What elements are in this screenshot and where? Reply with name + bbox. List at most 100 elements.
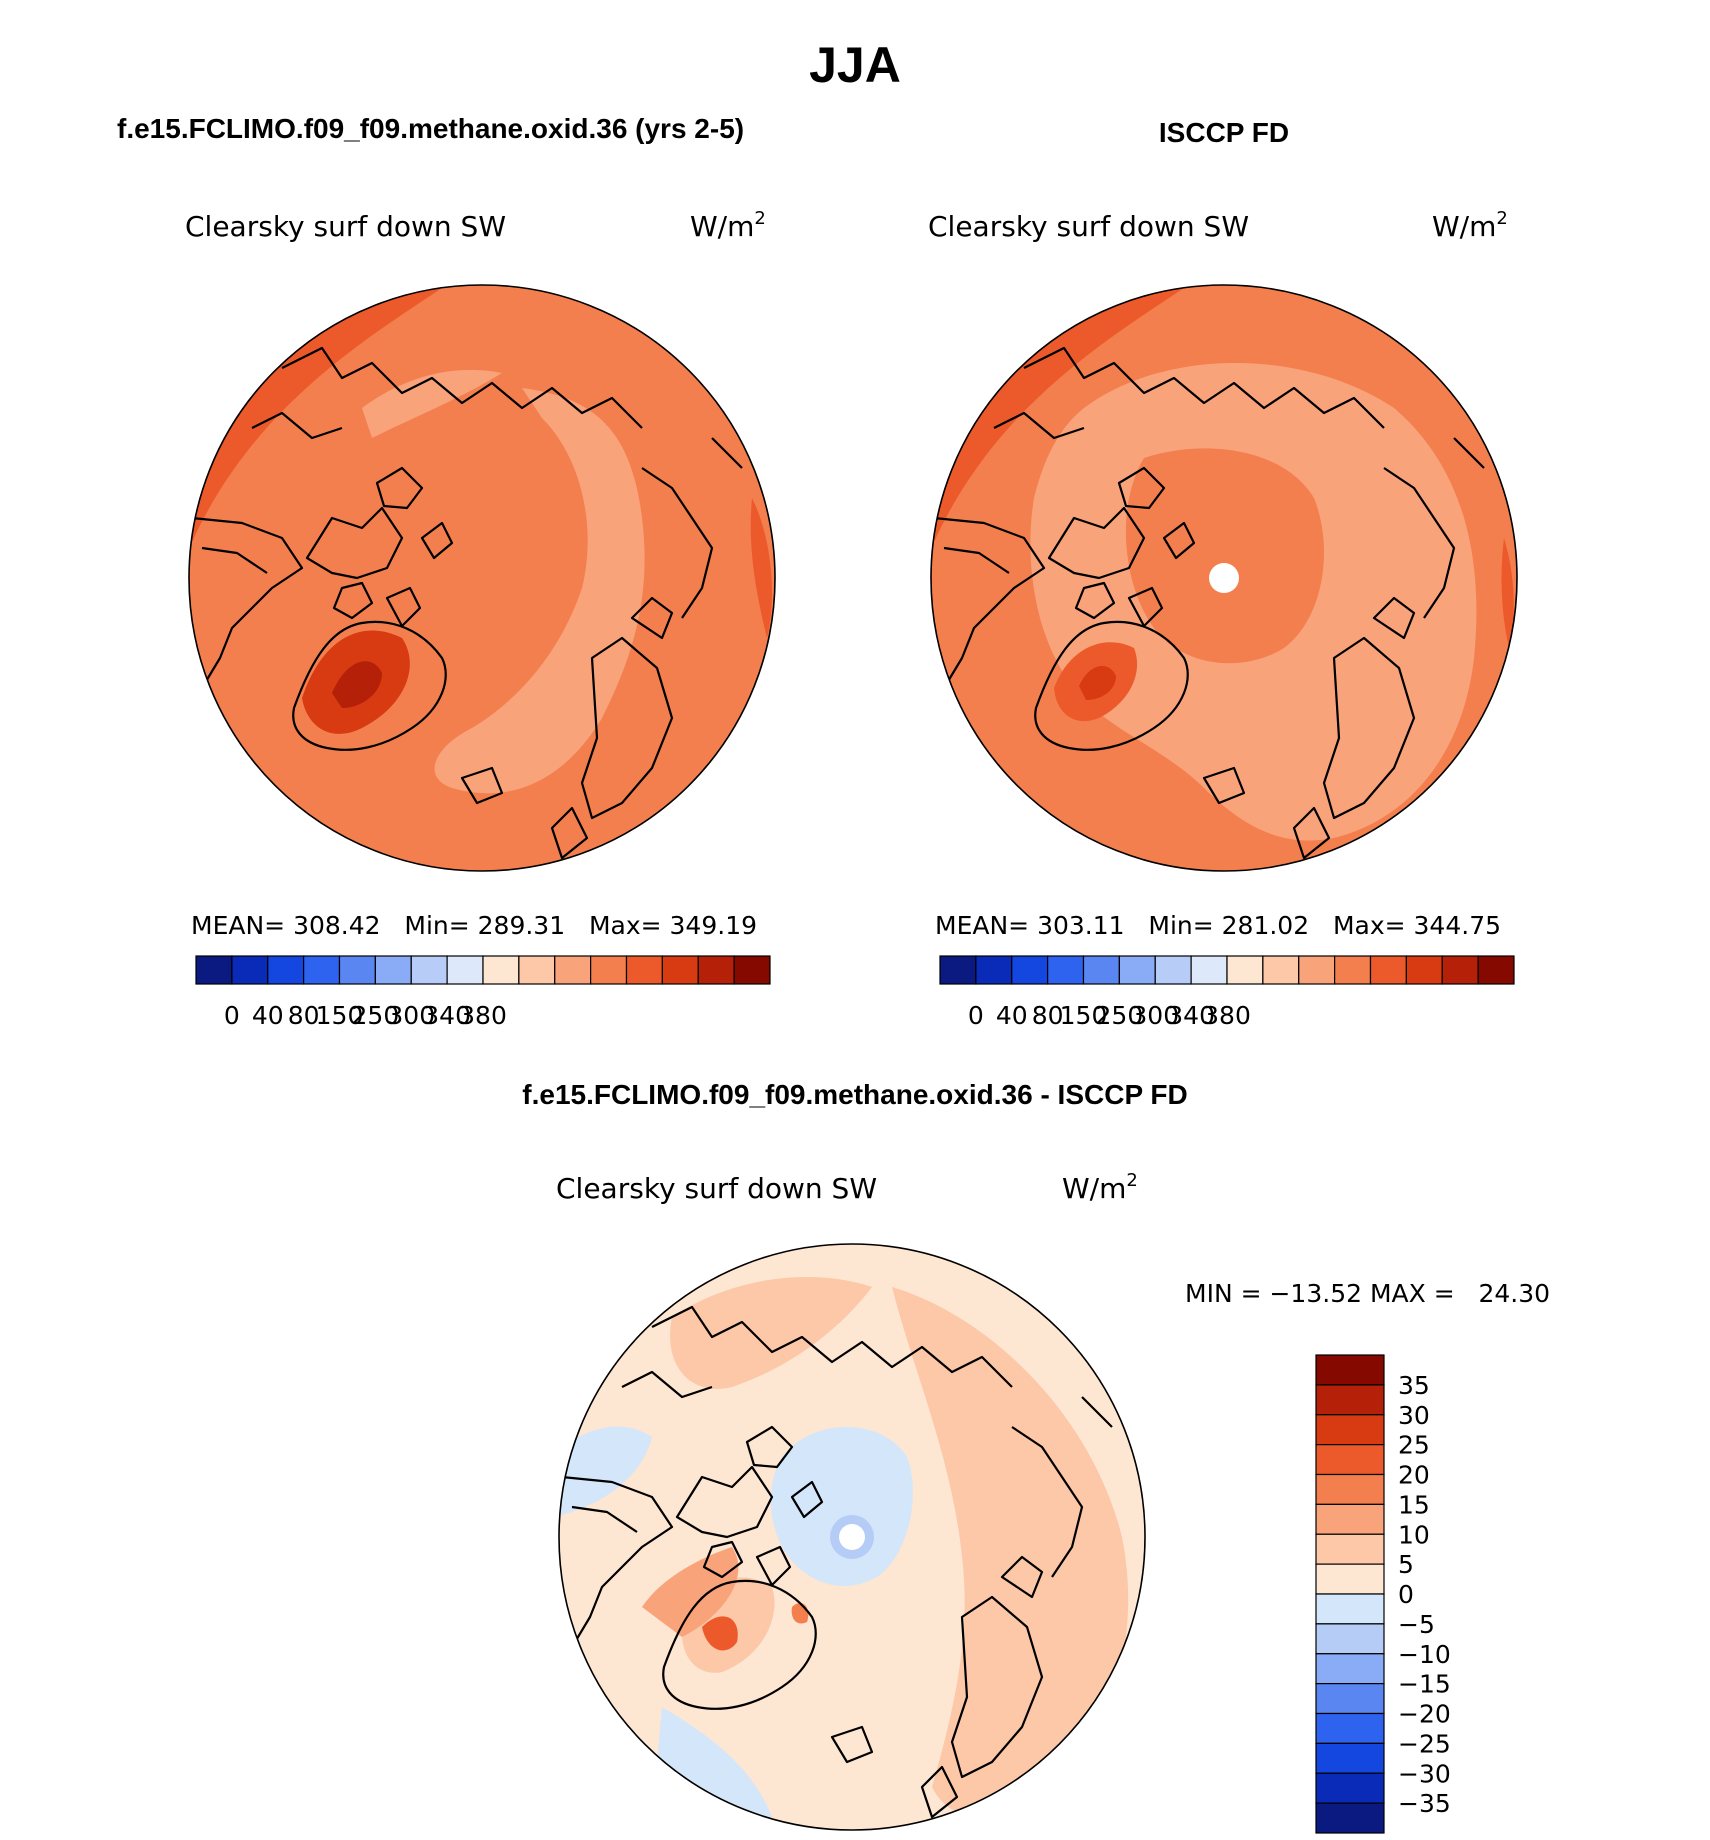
map-model: [188, 284, 776, 872]
colorbar-tick-label: 300: [387, 1001, 435, 1030]
colorbar-tick-label: −20: [1398, 1700, 1451, 1729]
colorbar-swatch: [1315, 1593, 1385, 1625]
colorbar-tick-label: 40: [252, 1001, 284, 1030]
colorbar-swatch: [939, 955, 977, 985]
colorbar-swatch: [975, 955, 1013, 985]
colorbar-swatch: [1226, 955, 1264, 985]
colorbar-swatch: [1441, 955, 1479, 985]
colorbar-swatch: [1154, 955, 1192, 985]
colorbar-tick-label: −25: [1398, 1729, 1451, 1758]
diff-title: f.e15.FCLIMO.f09_f09.methane.oxid.36 - I…: [522, 1079, 1187, 1110]
colorbar-tick-label: 35: [1398, 1371, 1430, 1400]
colorbar-swatch: [1047, 955, 1085, 985]
panel-model-units: W/m2: [690, 208, 766, 243]
stats-obs: MEAN= 303.11 Min= 281.02 Max= 344.75: [935, 911, 1501, 940]
colorbar-tick-label: −5: [1398, 1610, 1435, 1639]
colorbar-tick-label: 150: [316, 1001, 364, 1030]
colorbar-tick-label: 30: [1398, 1401, 1430, 1430]
colorbar-swatch: [482, 955, 520, 985]
colorbar-swatch: [733, 955, 771, 985]
colorbar-swatch: [1315, 1563, 1385, 1595]
colorbar-swatch: [374, 955, 412, 985]
colorbar-swatch: [1118, 955, 1156, 985]
colorbar-swatch: [518, 955, 556, 985]
colorbar-tick-label: 80: [288, 1001, 320, 1030]
season-title: JJA: [809, 37, 901, 93]
colorbar-swatch: [1315, 1623, 1385, 1655]
colorbar-tick-label: 150: [1060, 1001, 1108, 1030]
colorbar-swatch: [1262, 955, 1300, 985]
obs-title: ISCCP FD: [1159, 117, 1289, 148]
colorbar-tick-label: 10: [1398, 1520, 1430, 1549]
colorbar-tick-label: −30: [1398, 1759, 1451, 1788]
map-model-outline: [188, 284, 776, 872]
panel-obs-units: W/m2: [1432, 208, 1508, 243]
map-obs-outline: [930, 284, 1518, 872]
colorbar-swatch: [1011, 955, 1049, 985]
colorbar-swatch: [1315, 1533, 1385, 1565]
colorbar-swatch: [1315, 1414, 1385, 1446]
colorbar-swatch: [1298, 955, 1336, 985]
stats-diff: MIN = −13.52 MAX = 24.30: [1185, 1279, 1550, 1308]
colorbar-swatch: [446, 955, 484, 985]
colorbar-swatch: [1315, 1503, 1385, 1535]
colorbar-swatch: [1405, 955, 1443, 985]
colorbar-tick-label: 340: [423, 1001, 471, 1030]
colorbar-swatch: [1369, 955, 1407, 985]
colorbar-swatch: [1315, 1772, 1385, 1804]
map-diff-pole-gap: [839, 1524, 865, 1550]
colorbar-swatch: [1315, 1473, 1385, 1505]
colorbar-swatch: [1477, 955, 1515, 985]
colorbar-swatch: [1334, 955, 1372, 985]
colorbar-tick-label: 0: [1398, 1580, 1414, 1609]
colorbar-swatch: [625, 955, 663, 985]
map-diff-region-positive: [892, 1287, 1129, 1819]
colorbar-swatch: [231, 955, 269, 985]
colorbar-swatch: [1315, 1653, 1385, 1685]
map-diff: [558, 1243, 1146, 1831]
panel-model-variable: Clearsky surf down SW: [185, 210, 506, 243]
colorbar-tick-label: 20: [1398, 1461, 1430, 1490]
colorbar-tick-label: 300: [1131, 1001, 1179, 1030]
stats-model: MEAN= 308.42 Min= 289.31 Max= 349.19: [191, 911, 757, 940]
colorbar-swatch: [1315, 1444, 1385, 1476]
colorbar-swatch: [267, 955, 305, 985]
colorbar-swatch: [1082, 955, 1120, 985]
colorbar-tick-label: 250: [1096, 1001, 1144, 1030]
colorbar-swatch: [1315, 1354, 1385, 1386]
colorbar-tick-label: 5: [1398, 1550, 1414, 1579]
colorbar-tick-label: −35: [1398, 1789, 1451, 1818]
colorbar-tick-label: 380: [459, 1001, 507, 1030]
colorbar-swatch: [338, 955, 376, 985]
colorbar-swatch: [1315, 1683, 1385, 1715]
panel-diff-variable: Clearsky surf down SW: [556, 1172, 877, 1205]
colorbar-swatch: [1315, 1384, 1385, 1416]
colorbar-tick-label: 0: [968, 1001, 984, 1030]
colorbar-swatch: [590, 955, 628, 985]
colorbar-tick-label: 25: [1398, 1431, 1430, 1460]
colorbar-tick-label: 380: [1203, 1001, 1251, 1030]
model-title: f.e15.FCLIMO.f09_f09.methane.oxid.36 (yr…: [117, 113, 744, 144]
colorbar-swatch: [1315, 1712, 1385, 1744]
map-model-region-low: [434, 388, 645, 794]
colorbar-tick-label: −15: [1398, 1670, 1451, 1699]
colorbar-swatch: [661, 955, 699, 985]
colorbar-swatch: [1315, 1742, 1385, 1774]
colorbar-swatch: [1190, 955, 1228, 985]
colorbar-tick-label: 250: [352, 1001, 400, 1030]
colorbar-swatch: [195, 955, 233, 985]
panel-obs-variable: Clearsky surf down SW: [928, 210, 1249, 243]
colorbar-swatch: [410, 955, 448, 985]
colorbar-tick-label: 0: [224, 1001, 240, 1030]
map-diff-outline: [558, 1243, 1146, 1831]
colorbar-tick-label: −10: [1398, 1640, 1451, 1669]
colorbar-swatch: [697, 955, 735, 985]
colorbar-tick-label: 80: [1032, 1001, 1064, 1030]
colorbar-tick-label: 40: [996, 1001, 1028, 1030]
colorbar-swatch: [554, 955, 592, 985]
map-diff-region-negative: [770, 1427, 913, 1586]
